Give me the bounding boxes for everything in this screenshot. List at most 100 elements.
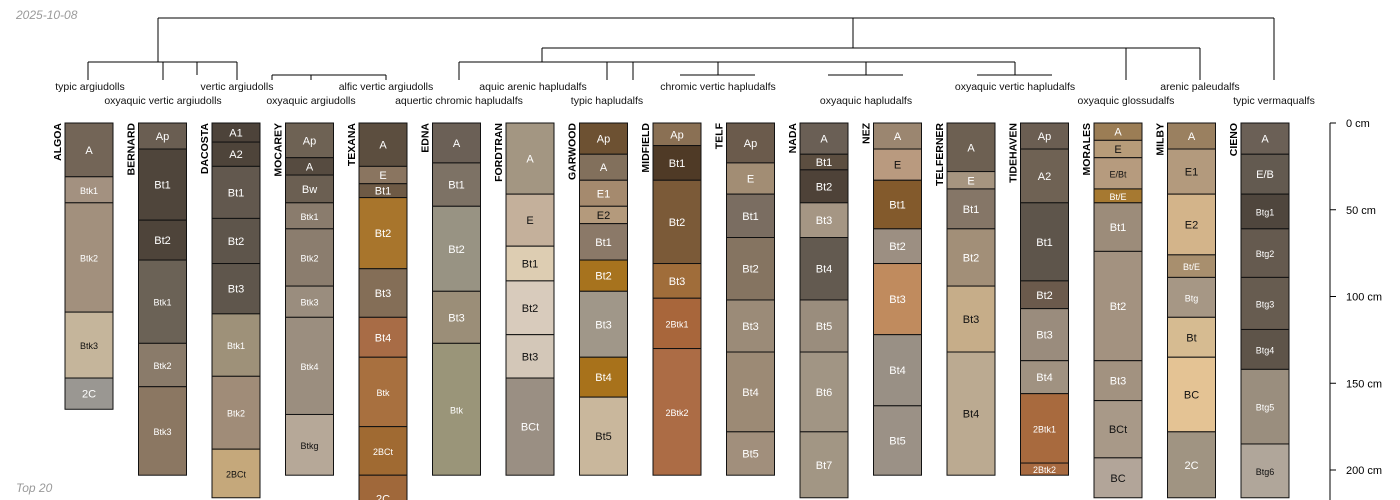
horizon-label: Btg3 [1256,299,1275,309]
horizon-label: Bw [302,184,317,196]
horizon-label: Ap [156,131,169,143]
horizon-block [1240,228,1290,278]
horizon-block [432,342,481,476]
horizon-label: BC [1110,473,1125,485]
horizon-block [1093,202,1143,252]
horizon-block [1020,462,1069,476]
horizon-label: Bt3 [742,321,759,333]
horizon-label: Bt3 [669,276,686,288]
horizon-block [64,377,114,410]
horizon-label: Bt2 [963,252,980,264]
horizon-label: Ap [670,129,683,141]
horizon-block [505,334,555,379]
horizon-label: Bt2 [669,217,686,229]
profile-name: TELF [714,122,726,149]
horizon-label: Bt3 [1036,330,1053,342]
horizon-label: E/Bt [1109,169,1127,179]
horizon-label: Bt3 [448,312,465,324]
horizon-block [799,237,849,301]
horizon-label: Bt3 [889,294,906,306]
horizon-label: Bt4 [1036,372,1053,384]
depth-axis-label: 50 cm [1346,205,1376,217]
horizon-label: Bt1 [1110,222,1127,234]
horizon-block [505,193,555,247]
horizon-label: Btg [1185,293,1199,303]
horizon-label: Btk [450,405,464,415]
profile-name: MOCAREY [273,123,285,177]
horizon-label: 2Btk2 [665,408,688,418]
soil-profile: A E/B Btg1 Btg2 Btg3 Btg4 Btg5 Btg6 CIENO [1228,122,1290,499]
horizon-label: Bt3 [595,319,612,331]
horizon-label: 2Btk1 [1033,424,1056,434]
horizon-block [946,285,996,353]
profile-name: ALGOA [52,123,64,161]
horizon-label: Bt6 [816,387,833,399]
horizon-label: A [306,161,314,173]
horizon-label: Bt3 [522,351,539,363]
horizon-label: Ap [1038,131,1051,143]
horizon-block [358,122,408,167]
horizon-label: A [600,162,608,174]
horizon-label: 2BCt [373,447,394,457]
horizon-label: Bt1 [889,200,906,212]
taxonomy-label: oxyaquic argiudolls [266,95,355,107]
horizon-label: A2 [229,149,242,161]
horizon-label: A [526,154,534,166]
profile-name: TEXANA [346,123,358,167]
horizon-label: A [1261,134,1269,146]
horizon-block [64,176,114,204]
profile-name: EDNA [420,123,432,153]
horizon-label: A [1188,131,1196,143]
horizon-block [358,197,408,270]
horizon-label: Bt2 [889,241,906,253]
horizon-label: Bt1 [595,237,612,249]
horizon-label: Btk2 [153,361,171,371]
profile-name: TIDEHAVEN [1008,123,1020,183]
taxonomy-label: aquertic chromic hapludalfs [395,95,523,107]
depth-axis-label: 150 cm [1346,378,1382,390]
horizon-label: Bt2 [742,264,759,276]
horizon-label: Btg1 [1256,207,1275,217]
horizon-block [211,375,261,450]
taxonomy-label: alfic vertic argiudolls [339,81,434,93]
horizon-label: Bt4 [742,387,759,399]
horizon-block [1020,360,1069,395]
horizon-block [505,122,555,195]
horizon-block [358,356,408,428]
horizon-block [211,263,261,315]
horizon-label: Bt3 [816,215,833,227]
horizon-block [1167,276,1216,318]
horizon-block [1167,431,1216,499]
soil-profile: Ap Bt1 Bt2 Bt3 2Btk1 2Btk2 MIDFIELD [640,122,702,476]
horizon-block [946,228,996,287]
soil-profile: A E1 E2 Bt/E Btg Bt BC 2C MILBY [1155,122,1216,499]
horizon-label: Btkg [300,441,318,451]
horizon-label: E2 [597,210,610,222]
horizon-block [1167,316,1216,358]
horizon-block [432,290,481,344]
horizon-block [285,413,334,476]
horizon-block [1093,457,1143,499]
horizon-label: Btk3 [80,341,98,351]
horizon-label: Bt3 [1110,376,1127,388]
horizon-label: 2C [376,494,390,500]
horizon-label: Bt1 [154,180,171,192]
horizon-block [799,169,849,204]
horizon-label: E [379,170,386,182]
soil-profile: Ap A Bw Btk1 Btk2 Btk3 Btk4 Btkg MOCAREY [273,122,334,476]
soil-profile: AE E/Bt Bt/E Bt1 Bt2 Bt3 BCt BC MORALES [1081,122,1143,499]
horizon-label: Btg2 [1256,249,1275,259]
profile-name: CIENO [1228,123,1240,156]
profile-name: NADA [787,123,799,154]
soil-profile: A E Bt1 Bt2 Bt3 Bt4 Btk 2BCt 2C TEXANA [346,122,408,500]
horizon-block [579,153,628,181]
horizon-label: 2C [1184,460,1198,472]
horizon-block [1240,153,1290,195]
horizon-label: Bt5 [742,449,759,461]
horizon-label: A [894,131,902,143]
soil-profile: Ap Bt1 Bt2 Btk1 Btk2 Btk3 BERNARD [126,122,187,476]
horizon-label: Bt1 [669,158,686,170]
horizon-label: Bt4 [963,409,980,421]
taxonomy-label: typic hapludalfs [571,95,643,107]
